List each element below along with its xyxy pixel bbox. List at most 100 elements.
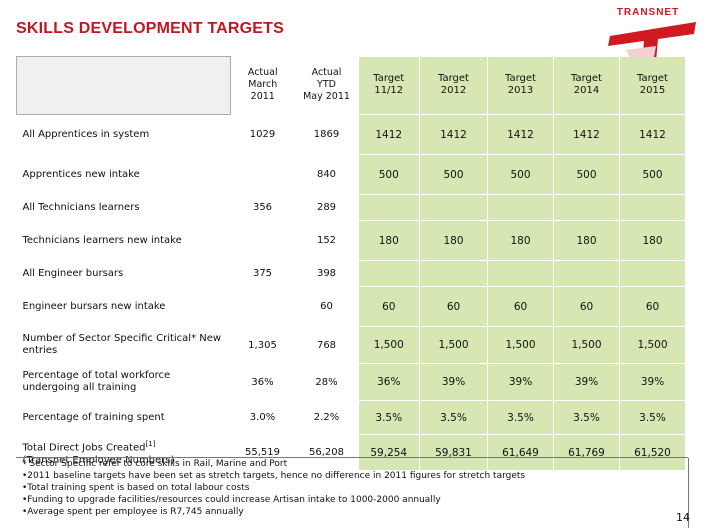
- table-cell: [487, 194, 554, 221]
- row-label: All Apprentices in system: [16, 114, 231, 155]
- column-header: Target 2015: [619, 56, 686, 115]
- row-label-text: All Engineer bursars: [22, 267, 124, 279]
- column-header-line: Actual: [247, 67, 278, 79]
- row-label: Number of Sector Specific Critical* New …: [16, 326, 231, 364]
- column-header-line: Target: [373, 73, 405, 85]
- table-cell: 1,305: [230, 326, 295, 364]
- table-cell: 3.0%: [230, 400, 295, 435]
- table-cell: 3.5%: [419, 400, 488, 435]
- table-row: All Technicians learners 356 289: [16, 194, 686, 221]
- column-header-line: Actual: [311, 67, 342, 79]
- row-label-text: Number of Sector Specific Critical* New …: [22, 333, 222, 356]
- table-cell: 39%: [553, 363, 620, 401]
- skills-targets-table: Actual March 2011 Actual YTD May 2011 Target 11…: [16, 56, 686, 471]
- table-row: Apprentices new intake 840 500 500 500 500 500: [16, 154, 686, 195]
- column-header-line: 2012: [440, 85, 467, 97]
- table-cell: 36%: [230, 363, 295, 401]
- table-cell: 1412: [419, 114, 488, 155]
- table-cell: 59,254: [358, 434, 420, 471]
- row-label: Engineer bursars new intake: [16, 286, 231, 327]
- table-cell: [619, 260, 686, 287]
- column-header-line: 2013: [507, 85, 534, 97]
- table-cell: [230, 286, 295, 327]
- table-cell: [553, 194, 620, 221]
- table-row: Number of Sector Specific Critical* New …: [16, 326, 686, 364]
- table-row: Engineer bursars new intake 60 60 60 60 60 60: [16, 286, 686, 327]
- table-cell: 356: [230, 194, 295, 221]
- row-label: Technicians learners new intake: [16, 220, 231, 261]
- table-cell: 1,500: [419, 326, 488, 364]
- column-header: Target 2014: [553, 56, 620, 115]
- table-cell: 3.5%: [487, 400, 554, 435]
- table-cell: 500: [619, 154, 686, 195]
- table-row: Percentage of training spent 3.0% 2.2% 3.5%…: [16, 400, 686, 435]
- table-cell: [358, 194, 420, 221]
- column-header-line: Target: [571, 73, 602, 85]
- header-corner-cell: [16, 56, 231, 115]
- footnote-ref: [1]: [145, 440, 156, 449]
- table-cell: 60: [358, 286, 420, 327]
- table-row: Percentage of total workforce undergoing…: [16, 363, 686, 401]
- table-cell: [487, 260, 554, 287]
- table-cell: 152: [294, 220, 359, 261]
- column-header-line: 2011: [250, 91, 275, 103]
- table-cell: 180: [358, 220, 420, 261]
- table-cell: [230, 154, 295, 195]
- table-cell: 28%: [294, 363, 359, 401]
- table-cell: 59,831: [419, 434, 488, 471]
- table-cell: 39%: [419, 363, 488, 401]
- row-label-text: Percentage of training spent: [22, 411, 165, 423]
- table-cell: 500: [487, 154, 554, 195]
- row-label-text: Total Direct Jobs Created: [22, 442, 146, 454]
- table-cell: 61,769: [553, 434, 620, 471]
- table-cell: 398: [294, 260, 359, 287]
- table-cell: 180: [553, 220, 620, 261]
- table-cell: 60: [294, 286, 359, 327]
- row-label-text: Technicians learners new intake: [22, 234, 182, 246]
- row-label: Percentage of training spent: [16, 400, 231, 435]
- row-label-text: All Technicians learners: [22, 201, 140, 213]
- table-cell: 39%: [487, 363, 554, 401]
- row-label-text: All Apprentices in system: [22, 128, 150, 140]
- table-cell: 3.5%: [358, 400, 420, 435]
- table-cell: 60: [419, 286, 488, 327]
- column-header: Target 11/12: [358, 56, 420, 115]
- notes-divider: [688, 458, 689, 528]
- table-row: Technicians learners new intake 152 180 180…: [16, 220, 686, 261]
- table-cell: 2.2%: [294, 400, 359, 435]
- row-label: Apprentices new intake: [16, 154, 231, 195]
- footnote-item: * Sector Specific refer to core skills i…: [22, 459, 288, 469]
- column-header: Actual March 2011: [230, 56, 295, 115]
- table-cell: 36%: [358, 363, 420, 401]
- table-cell: 1,500: [487, 326, 554, 364]
- table-cell: 60: [487, 286, 554, 327]
- table-row: Total Direct Jobs Created[1] (Transnet Em…: [16, 434, 686, 471]
- table-cell: 60: [553, 286, 620, 327]
- table-cell: 60: [619, 286, 686, 327]
- page-number: 14: [676, 511, 690, 524]
- column-header-line: 2015: [639, 85, 666, 97]
- footnote-item: •Average spent per employee is R7,745 an…: [22, 507, 244, 517]
- table-cell: [358, 260, 420, 287]
- table-cell: 289: [294, 194, 359, 221]
- table-cell: 1869: [294, 114, 359, 155]
- table-cell: 1,500: [553, 326, 620, 364]
- table-cell: 1412: [358, 114, 420, 155]
- table-cell: 180: [487, 220, 554, 261]
- footnotes: * Sector Specific refer to core skills i…: [16, 457, 688, 528]
- table-cell: [419, 260, 488, 287]
- table-cell: 500: [419, 154, 488, 195]
- table-cell: 61,520: [619, 434, 686, 471]
- column-header: Target 2012: [419, 56, 488, 115]
- table-cell: 180: [619, 220, 686, 261]
- column-header-line: YTD: [317, 79, 336, 91]
- table-cell: 1,500: [358, 326, 420, 364]
- row-label-text: Percentage of total workforce undergoing…: [22, 370, 171, 393]
- table-cell: [230, 220, 295, 261]
- table-cell: 375: [230, 260, 295, 287]
- row-label: All Technicians learners: [16, 194, 231, 221]
- row-label-text: Engineer bursars new intake: [22, 300, 166, 312]
- page-title: SKILLS DEVELOPMENT TARGETS: [16, 20, 285, 37]
- column-header: Target 2013: [487, 56, 554, 115]
- footnote-item: •Total training spent is based on total …: [22, 483, 250, 493]
